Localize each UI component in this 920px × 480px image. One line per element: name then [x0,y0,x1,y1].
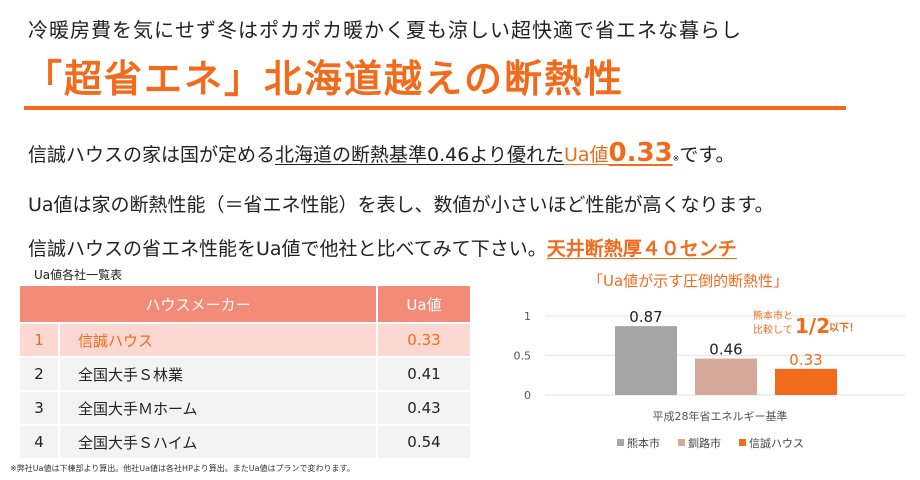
ua-value: 0.33 [608,138,673,168]
table-caption: Ua値各社一覧表 [34,268,123,282]
table-row: 3 全国大手Ｍホーム 0.43 [18,390,472,426]
chart-title: 「Ua値が示す圧倒的断熱性」 [588,272,789,290]
chart-annotation: 熊本市と 比較して 1/2 以下！ [753,309,859,338]
row-ua: 0.43 [376,390,472,426]
legend-swatch [617,439,624,446]
legend-label: 釧路市 [688,436,721,450]
row-ua: 0.33 [376,322,472,358]
legend-swatch [678,439,685,446]
table-row: 1 信誠ハウス 0.33 [18,322,472,358]
row-ua: 0.41 [376,356,472,392]
ua-comparison-table: ハウスメーカー Ua値 1 信誠ハウス 0.33 2 全国大手Ｓ林業 0.41 … [18,284,472,460]
line1-text: 信誠ハウスの家は国が定める [28,144,276,166]
data-label: 0.87 [629,308,662,326]
row-maker: 信誠ハウス [58,322,378,358]
legend-label: 信誠ハウス [749,437,804,450]
row-rank: 1 [18,322,60,358]
y-tick-label: 0 [524,389,531,402]
row-ua: 0.54 [376,424,472,460]
body-line-3: 信誠ハウスの省エネ性能をUa値で他社と比べてみて下さい。天井断熱厚４０センチ [28,234,737,261]
chart-y-ticks: 00.51 [514,310,532,402]
note-mark: ※ [672,154,680,163]
subtitle: 冷暖房費を気にせず冬はポカポカ暖かく夏も涼しい超快適で省エネな暮らし [28,18,742,42]
annotation-big: 1/2 [795,314,830,338]
row-rank: 3 [18,390,60,426]
row-rank: 4 [18,424,60,460]
line3-text: 信誠ハウスの省エネ性能をUa値で他社と比べてみて下さい。 [28,238,547,260]
chart-x-label: 平成28年省エネルギー基準 [653,409,788,423]
annotation-small: 以下！ [829,322,859,334]
ceiling-insulation-note: 天井断熱厚４０センチ [546,238,737,260]
row-maker: 全国大手Ｍホーム [58,390,378,426]
ua-label: Ua値 [563,144,609,166]
row-maker: 全国大手Ｓハイム [58,424,378,460]
chart-legend: 熊本市 釧路市 信誠ハウス [617,436,804,450]
footnote: ※弊社Ua値は下棟部より算出。他社Ua値は各社HPより算出。またUa値はプランで… [10,464,355,473]
chart-bars [615,326,837,395]
headline: 「超省エネ」北海道越えの断熱性 [24,57,625,101]
header-maker: ハウスメーカー [18,284,378,324]
ua-bar-chart: 00.51 0.870.460.33 平成28年省エネルギー基準 熊本市 釧路市信… [514,308,905,450]
annotation-line2: 比較して [753,323,793,336]
row-maker: 全国大手Ｓ林業 [58,356,378,392]
chart-data-labels: 0.87 0.46 0.33 [629,308,822,369]
table-row: 2 全国大手Ｓ林業 0.41 [18,356,472,392]
line1-end: です。 [679,144,735,166]
legend-label: 熊本市 [627,436,660,450]
header-ua: Ua値 [376,284,472,324]
body-line-1: 信誠ハウスの家は国が定める北海道の断熱基準0.46より優れたUa値0.33※です… [28,138,734,168]
line1-underlined: 北海道の断熱基準0.46より優れた [275,144,564,166]
table-row: 4 全国大手Ｓハイム 0.54 [18,424,472,460]
table-header-row: ハウスメーカー Ua値 [18,284,472,324]
data-label: 0.46 [709,341,742,359]
headline-underline [24,106,846,110]
bar-3 [775,368,837,395]
legend-swatch [739,439,746,446]
bar-1 [615,326,677,395]
row-rank: 2 [18,356,60,392]
bar-2 [695,358,757,395]
y-tick-label: 1 [524,310,531,323]
data-label: 0.33 [789,351,822,369]
annotation-line1: 熊本市と [753,309,793,322]
y-tick-label: 0.5 [514,349,532,362]
body-line-2: Ua値は家の断熱性能（＝省エネ性能）を表し、数値が小さいほど性能が高くなります。 [28,194,774,216]
